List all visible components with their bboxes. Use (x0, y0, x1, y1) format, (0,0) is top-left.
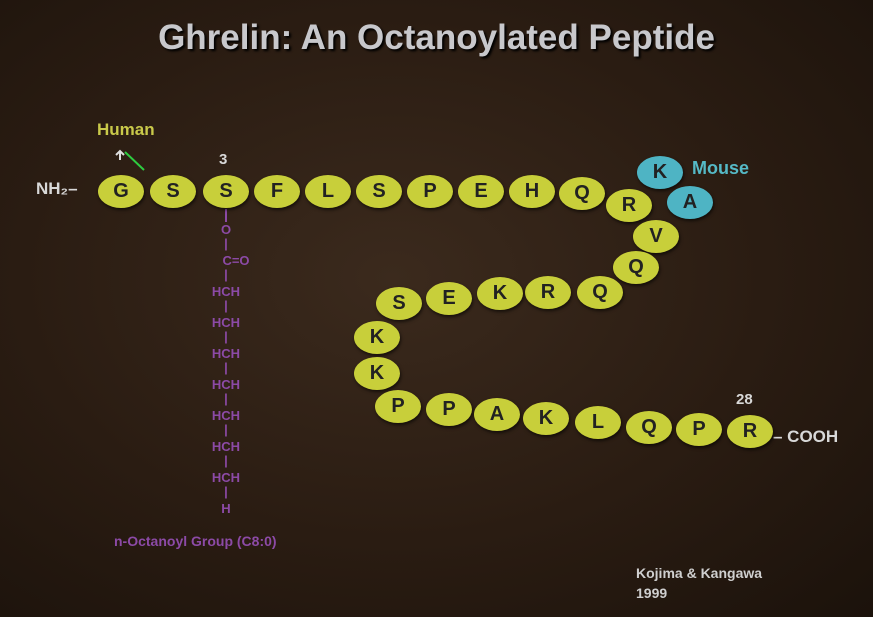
residue-26: Q (626, 410, 672, 444)
position-28-label: 28 (736, 391, 753, 408)
residue-28: R (727, 414, 773, 448)
residue-25: L (575, 405, 621, 439)
residue-15: R (525, 275, 571, 309)
residue-20: K (354, 356, 400, 390)
citation-year: 1999 (636, 585, 668, 601)
residue-22: P (426, 392, 472, 426)
residue-5: L (305, 174, 351, 208)
residue-9: H (509, 174, 555, 208)
side-chain-bond-3: | (224, 298, 228, 313)
side-chain-bond-1: | (224, 236, 228, 251)
residue-13: Q (613, 250, 659, 284)
c-terminus-label: – COOH (773, 427, 839, 446)
side-chain-atom-1: O (220, 222, 232, 237)
residue-2: S (150, 174, 196, 208)
side-chain-bond-9: | (224, 484, 228, 499)
side-chain-atom-3: HCH (211, 284, 241, 299)
residue-12: V (633, 219, 679, 253)
residue-7: P (407, 174, 453, 208)
residue-27: P (676, 412, 722, 446)
residue-24: K (523, 401, 569, 435)
n-terminus-label: NH₂– (36, 179, 78, 198)
side-chain-atom-7: HCH (211, 408, 241, 423)
citation: Kojima & Kangawa 1999 (636, 563, 762, 603)
side-chain-atom-10: H (221, 501, 231, 516)
mouse-label: Mouse (692, 158, 750, 178)
position-3-label: 3 (219, 151, 228, 168)
residue-8: E (458, 174, 504, 208)
human-label: Human (97, 120, 155, 139)
side-chain-atom-8: HCH (211, 439, 241, 454)
residue-11: R (606, 188, 652, 222)
residue-10: Q (559, 176, 605, 210)
side-chain-atom-2: C=O (222, 253, 250, 268)
residue-6: S (356, 174, 402, 208)
residue-1: G (98, 174, 144, 208)
octanoyl-group-label: n-Octanoyl Group (C8:0) (114, 533, 277, 549)
slide-title: Ghrelin: An Octanoylated Peptide (158, 18, 715, 57)
residue-23: A (474, 397, 520, 431)
side-chain-atom-4: HCH (211, 315, 241, 330)
side-chain-atom-5: HCH (211, 346, 241, 361)
residue-4: F (254, 174, 300, 208)
side-chain-bond-7: | (224, 422, 228, 437)
residue-14: Q (577, 275, 623, 309)
side-chain-bond-8: | (224, 453, 228, 468)
side-chain-bond-2: | (224, 267, 228, 282)
residue-21: P (375, 389, 421, 423)
side-chain-bond-4: | (224, 329, 228, 344)
residue-18: S (376, 286, 422, 320)
mouse-residue-k: K (637, 155, 683, 189)
residue-16: K (477, 276, 523, 310)
residue-3: S (203, 174, 249, 208)
residue-19: K (354, 320, 400, 354)
side-chain-bond-6: | (224, 391, 228, 406)
side-chain-bond-5: | (224, 360, 228, 375)
side-chain-atom-6: HCH (211, 377, 241, 392)
side-chain-atom-9: HCH (211, 470, 241, 485)
mouse-residue-a: A (667, 185, 713, 219)
residue-17: E (426, 281, 472, 315)
citation-authors: Kojima & Kangawa (636, 565, 763, 581)
